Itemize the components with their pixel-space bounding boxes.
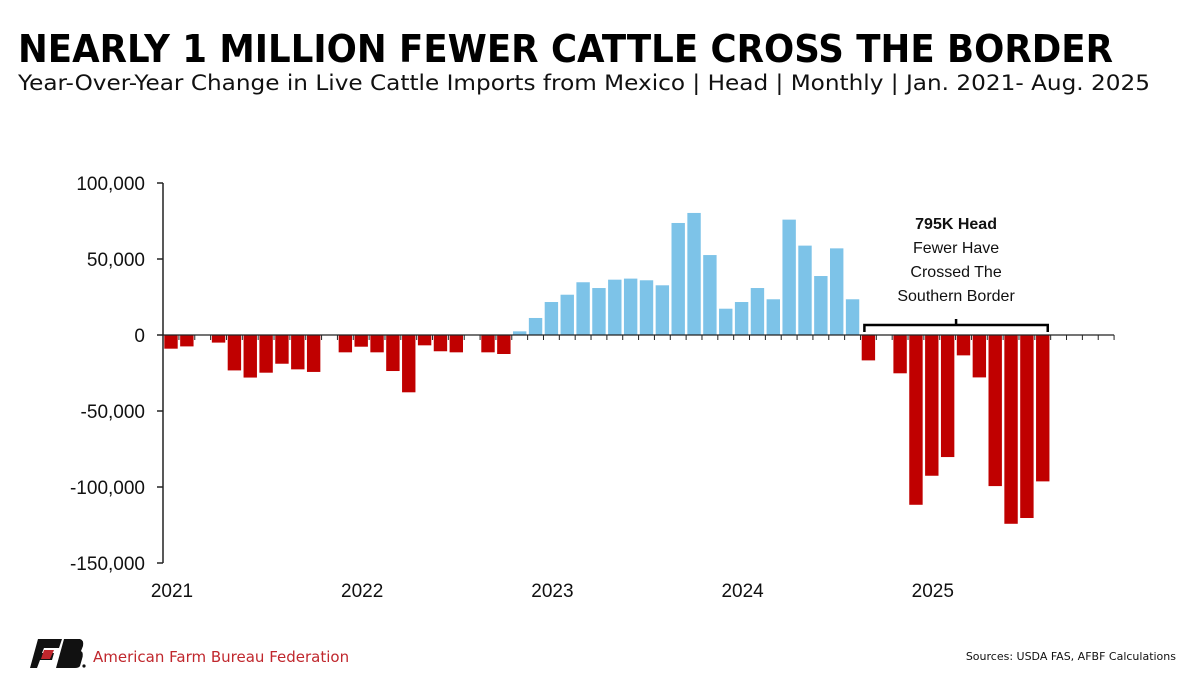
annotation-line: Crossed The xyxy=(910,264,1001,281)
bar-feb-2022 xyxy=(370,335,384,353)
y-tick-label: 0 xyxy=(134,326,145,347)
x-tick-label: 2025 xyxy=(912,581,954,602)
bar-jul-2021 xyxy=(259,335,273,373)
bar-may-2021 xyxy=(227,335,242,371)
annotation-headline: 795K Head xyxy=(915,216,997,233)
bar-apr-2025 xyxy=(972,335,987,378)
bar-jan-2024 xyxy=(734,302,749,335)
bar-sep-2023 xyxy=(671,222,685,335)
bar-jul-2024 xyxy=(830,248,844,335)
y-tick-label: 100,000 xyxy=(76,174,145,195)
afbf-logo xyxy=(30,639,86,668)
chart-title: NEARLY 1 MILLION FEWER CATTLE CROSS THE … xyxy=(18,27,1113,71)
annotation-line: Southern Border xyxy=(897,288,1015,305)
annotation-line: Fewer Have xyxy=(913,240,999,257)
sources: Sources: USDA FAS, AFBF Calculations xyxy=(966,650,1176,663)
bar-may-2025 xyxy=(988,335,1002,487)
bar-jul-2023 xyxy=(639,280,654,335)
bar-aug-2023 xyxy=(655,285,670,335)
bar-may-2024 xyxy=(798,245,812,335)
logo-b-mark xyxy=(56,639,84,668)
bar-apr-2023 xyxy=(592,288,606,335)
bar-dec-2022 xyxy=(528,317,543,335)
bar-jul-2022 xyxy=(449,335,463,353)
bars xyxy=(164,212,1050,524)
x-tick-label: 2024 xyxy=(721,581,764,602)
bar-dec-2021 xyxy=(338,335,353,353)
bar-jan-2025 xyxy=(925,335,939,476)
x-tick-label: 2023 xyxy=(531,581,573,602)
bar-feb-2023 xyxy=(560,294,574,335)
logo-red-mark xyxy=(41,650,54,659)
bar-feb-2024 xyxy=(750,288,765,335)
bar-mar-2024 xyxy=(766,299,780,335)
bar-oct-2021 xyxy=(306,335,321,372)
y-axis: 100,000 50,000 0 -50,000 -100,000 -150,000 xyxy=(70,174,164,575)
organization-name: American Farm Bureau Federation xyxy=(93,648,349,666)
bar-jun-2022 xyxy=(433,335,448,352)
bar-mar-2023 xyxy=(576,282,590,335)
chart-subtitle: Year-Over-Year Change in Live Cattle Imp… xyxy=(17,71,1150,96)
bar-jan-2023 xyxy=(544,302,559,335)
bar-oct-2023 xyxy=(687,212,701,335)
bar-jun-2021 xyxy=(243,335,257,378)
bar-may-2023 xyxy=(608,279,622,335)
bar-apr-2022 xyxy=(402,335,416,393)
bar-apr-2021 xyxy=(211,335,226,343)
bar-sep-2022 xyxy=(481,335,495,353)
x-tick-label: 2021 xyxy=(151,581,193,602)
bar-aug-2021 xyxy=(275,335,289,364)
bar-jun-2024 xyxy=(814,276,828,335)
bar-nov-2022 xyxy=(513,331,527,335)
bar-jun-2025 xyxy=(1004,335,1018,524)
bar-mar-2025 xyxy=(956,335,971,356)
bar-mar-2022 xyxy=(386,335,400,372)
bar-apr-2024 xyxy=(782,219,796,335)
bar-feb-2021 xyxy=(180,335,194,347)
bar-jun-2023 xyxy=(623,278,638,335)
bar-may-2022 xyxy=(417,335,432,346)
y-tick-label: -100,000 xyxy=(70,478,145,499)
y-tick-label: -50,000 xyxy=(81,402,145,423)
y-tick-label: -150,000 xyxy=(70,554,145,575)
bar-jul-2025 xyxy=(1020,335,1034,519)
bar-dec-2024 xyxy=(909,335,923,505)
bar-feb-2025 xyxy=(940,335,955,458)
bar-nov-2024 xyxy=(893,335,907,374)
y-tick-label: 50,000 xyxy=(87,250,145,271)
bar-sep-2024 xyxy=(861,335,876,361)
bar-nov-2023 xyxy=(703,255,717,335)
x-axis-labels: 2021 2022 2023 2024 2025 xyxy=(151,581,954,602)
bar-aug-2025 xyxy=(1036,335,1050,482)
bar-sep-2021 xyxy=(291,335,305,370)
bar-jan-2021 xyxy=(164,335,178,349)
bar-aug-2024 xyxy=(845,299,860,335)
bar-oct-2022 xyxy=(497,335,511,354)
bar-jan-2022 xyxy=(354,335,368,347)
annotation: 795K Head Fewer Have Crossed The Souther… xyxy=(863,216,1049,332)
bar-dec-2023 xyxy=(719,308,733,335)
x-axis xyxy=(163,334,1115,340)
x-tick-label: 2022 xyxy=(341,581,383,602)
annotation-bracket xyxy=(863,319,1049,332)
